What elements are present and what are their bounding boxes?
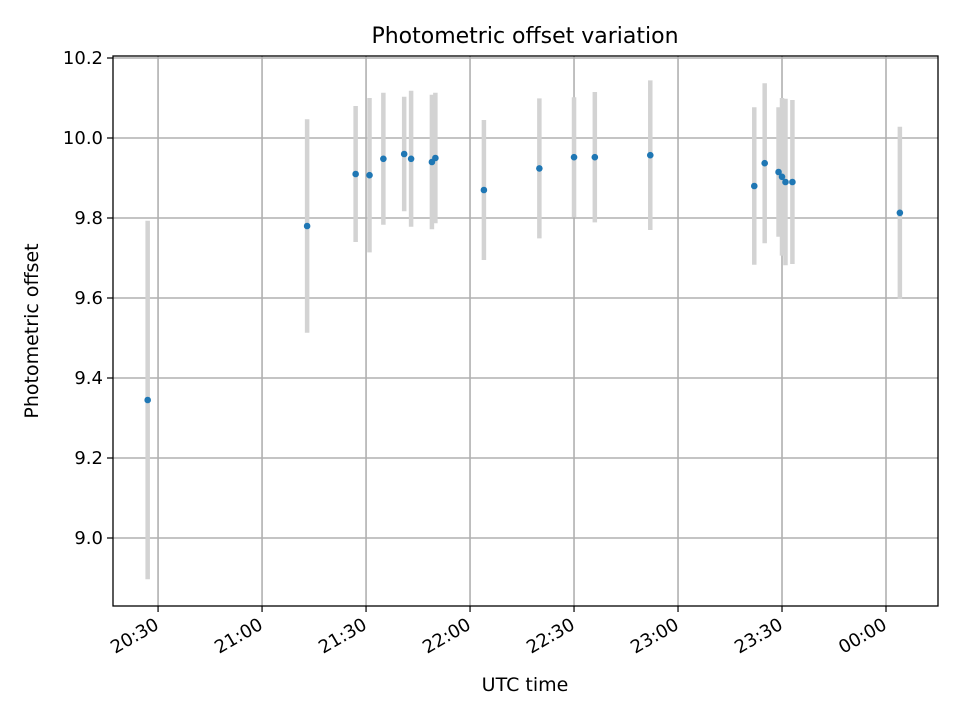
x-tick-label: 22:30: [523, 614, 578, 658]
error-bars: [145, 80, 903, 580]
y-tick-label: 9.6: [74, 288, 103, 309]
grid-lines: [113, 56, 938, 606]
x-tick-label: 22:00: [419, 614, 474, 658]
y-tick-label: 10.2: [63, 48, 103, 69]
data-point: [407, 155, 415, 163]
data-point: [380, 155, 387, 163]
data-point: [896, 209, 904, 217]
data-point: [144, 396, 151, 404]
x-tick-label: 23:00: [627, 614, 682, 658]
x-tick-label: 21:00: [211, 614, 266, 658]
y-tick-label: 9.0: [74, 528, 103, 549]
data-point: [536, 165, 543, 172]
y-tick-label: 9.2: [74, 448, 103, 469]
plot-frame: [112, 55, 939, 607]
x-tick-label: 21:30: [315, 614, 370, 658]
y-tick-label: 9.8: [74, 208, 103, 229]
data-point: [646, 151, 654, 159]
data-point: [591, 153, 599, 161]
y-tick-label: 10.0: [63, 128, 103, 149]
data-point: [303, 222, 311, 230]
data-point: [400, 150, 408, 158]
data-point: [775, 168, 782, 176]
y-axis-ticks: 9.0 9.2 9.4 9.6 9.8 10.0 10.2: [63, 48, 113, 549]
x-tick-label: 23:30: [731, 614, 786, 658]
y-tick-label: 9.4: [74, 368, 103, 389]
data-points: [144, 150, 904, 404]
x-axis-label: UTC time: [482, 674, 569, 696]
data-point: [782, 178, 789, 186]
data-point: [480, 186, 488, 194]
data-point: [432, 154, 439, 162]
x-axis-ticks: 20:30 21:00 21:30 22:00 22:30 23:00 23:30 00:00: [107, 606, 891, 658]
x-tick-label: 20:30: [107, 614, 162, 658]
data-point: [789, 178, 796, 186]
data-point: [750, 182, 758, 190]
data-point: [366, 171, 373, 179]
chart-title: Photometric offset variation: [371, 24, 678, 49]
data-point: [352, 170, 359, 178]
data-point: [761, 159, 768, 167]
x-tick-label: 00:00: [835, 614, 890, 658]
data-point: [570, 153, 578, 161]
y-axis-label: Photometric offset: [21, 243, 43, 418]
data-point: [778, 173, 786, 181]
